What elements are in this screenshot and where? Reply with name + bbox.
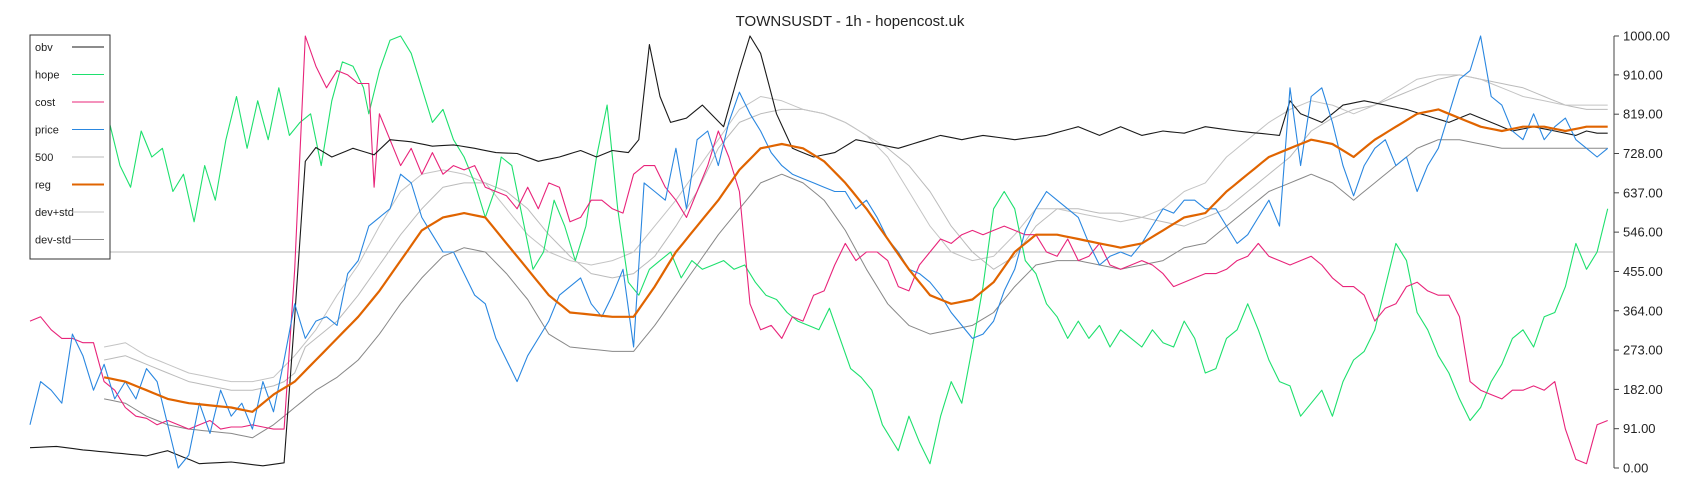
series-line-reg: [103, 108, 1608, 413]
y-tick-label: 819.00: [1623, 107, 1663, 122]
series-line-500: [104, 74, 1608, 391]
y-tick-label: 182.00: [1623, 382, 1663, 397]
legend: obv hope cost price 500 reg dev+std dev-std: [29, 34, 111, 260]
series-line-price: [29, 35, 1609, 469]
legend-label: cost: [35, 97, 55, 109]
series-line-cost: [29, 35, 1608, 465]
legend-label: dev-std: [35, 235, 71, 247]
series-line-dev-std: [104, 139, 1608, 439]
y-axis: 0.00 91.00 182.00 273.00 364.00 455.00 546.00 6…: [1613, 29, 1670, 476]
y-tick-label: 273.00: [1623, 343, 1663, 358]
y-tick-label: 546.00: [1623, 225, 1663, 240]
series-line-hope: [29, 35, 1609, 465]
y-tick-label: 637.00: [1623, 185, 1663, 200]
y-tick-label: 91.00: [1623, 421, 1656, 436]
y-tick-label: 0.00: [1623, 461, 1648, 476]
y-tick-label: 728.00: [1623, 146, 1663, 161]
legend-label: 500: [35, 152, 53, 164]
legend-label: reg: [35, 180, 51, 192]
series-line-obv: [29, 35, 1608, 467]
y-tick-label: 1000.00: [1623, 29, 1670, 44]
y-tick-label: 455.00: [1623, 264, 1663, 279]
legend-label: dev+std: [35, 207, 74, 219]
legend-box: [29, 34, 111, 260]
y-tick-label: 364.00: [1623, 303, 1663, 318]
legend-label: price: [35, 125, 59, 137]
legend-label: hope: [35, 70, 59, 82]
legend-label: obv: [35, 42, 53, 54]
plot-area: [29, 35, 1609, 469]
chart-title: TOWNSUSDT - 1h - hopencost.uk: [736, 13, 965, 30]
series-line-dev+std: [104, 74, 1608, 383]
y-tick-label: 910.00: [1623, 67, 1663, 82]
